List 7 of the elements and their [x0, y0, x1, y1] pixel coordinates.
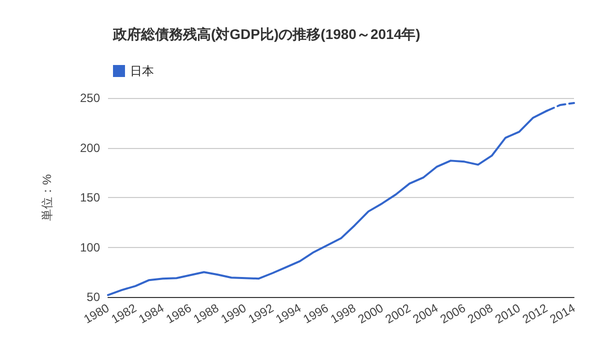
- y-axis-title: 単位：%: [40, 174, 54, 221]
- chart-title: 政府総債務残高(対GDP比)の推移(1980～2014年): [112, 26, 420, 42]
- y-tick-label: 150: [80, 190, 100, 204]
- y-tick-label: 250: [80, 91, 100, 105]
- y-tick-label: 200: [80, 140, 100, 155]
- y-tick-label: 100: [80, 240, 100, 254]
- legend-label: 日本: [130, 64, 154, 78]
